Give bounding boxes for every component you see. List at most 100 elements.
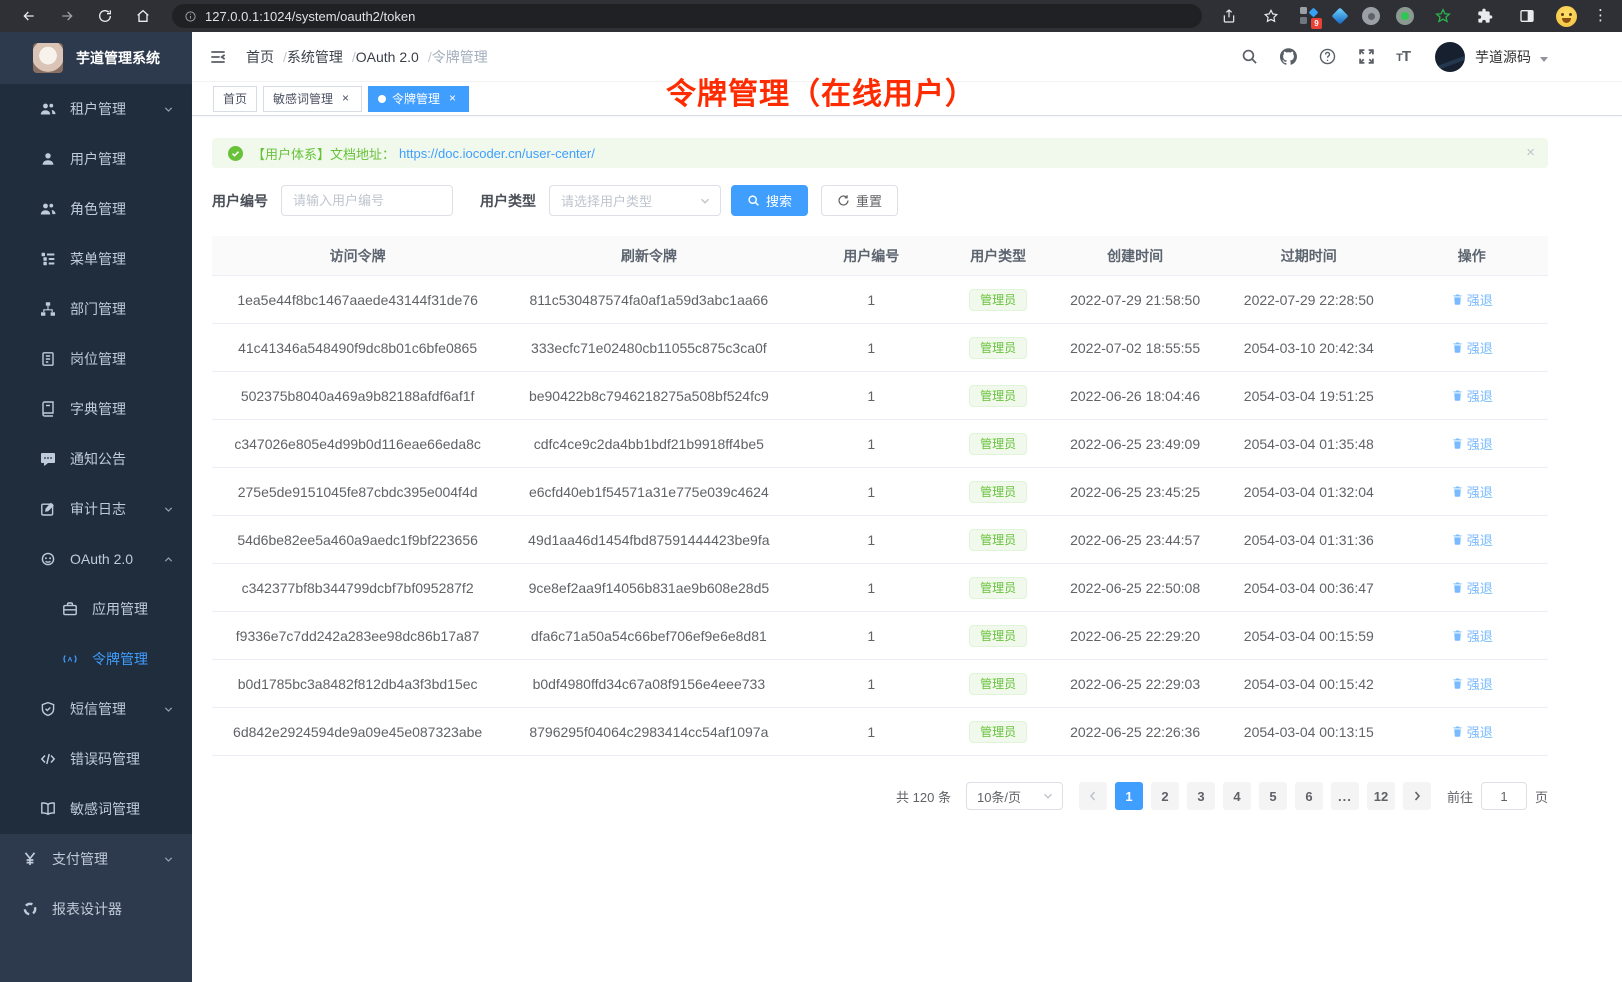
force-logout-button[interactable]: 强退 — [1451, 386, 1493, 405]
force-logout-button[interactable]: 强退 — [1451, 338, 1493, 357]
reset-button[interactable]: 重置 — [821, 185, 899, 216]
sidebar-item[interactable]: 角色管理 — [0, 184, 192, 234]
refresh-token-cell: 9ce8ef2aa9f14056b831ae9b608e28d5 — [528, 579, 770, 596]
close-alert-icon[interactable]: × — [1526, 144, 1535, 161]
sidebar-item[interactable]: 通知公告 — [0, 434, 192, 484]
caret-down-icon[interactable] — [1540, 57, 1548, 62]
app-logo[interactable]: 芋道管理系统 — [0, 32, 192, 84]
font-size-icon[interactable]: TT — [1396, 48, 1411, 65]
table-header-cell: 过期时间 — [1280, 247, 1337, 264]
gray-extension-icon[interactable] — [1362, 7, 1380, 25]
user-id-input[interactable] — [281, 185, 453, 216]
sidebar-item[interactable]: 审计日志 — [0, 484, 192, 534]
extensions-puzzle-icon[interactable] — [1472, 3, 1498, 29]
browser-menu-icon[interactable]: ⋮ — [1593, 7, 1608, 24]
sidebar-item[interactable]: 应用管理 — [0, 584, 192, 634]
next-page-button[interactable] — [1402, 782, 1431, 810]
chevron-down-icon — [163, 504, 174, 515]
share-icon[interactable] — [1216, 3, 1242, 29]
access-token-cell: b0d1785bc3a8482f812db4a3f3bd15ec — [237, 675, 478, 692]
sidebar-item[interactable]: A 令牌管理 — [0, 634, 192, 684]
view-tab[interactable]: 首页 — [213, 85, 258, 112]
close-tab-icon[interactable]: × — [449, 91, 457, 105]
help-icon[interactable] — [1318, 48, 1336, 66]
sidebar-item[interactable]: 字典管理 — [0, 384, 192, 434]
reload-icon[interactable] — [92, 3, 118, 29]
diamond-extension-icon[interactable] — [1331, 7, 1349, 25]
sidebar-item[interactable]: 岗位管理 — [0, 334, 192, 384]
sidebar-item[interactable]: 短信管理 — [0, 684, 192, 734]
back-icon[interactable] — [16, 3, 42, 29]
bookmark-star-icon[interactable] — [1258, 3, 1284, 29]
force-logout-button[interactable]: 强退 — [1451, 626, 1493, 645]
force-logout-button[interactable]: 强退 — [1451, 290, 1493, 309]
view-tab[interactable]: 令牌管理 × — [368, 85, 470, 112]
page-2-button[interactable]: 2 — [1150, 782, 1179, 810]
breadcrumb-item[interactable]: /系统管理 — [283, 48, 343, 65]
github-icon[interactable] — [1279, 48, 1297, 66]
page-6-button[interactable]: 6 — [1294, 782, 1323, 810]
user-type-select[interactable]: 请选择用户类型 — [549, 185, 721, 216]
page-3-button[interactable]: 3 — [1186, 782, 1215, 810]
goto-page-input[interactable] — [1480, 782, 1527, 810]
home-icon[interactable] — [130, 3, 156, 29]
sidebar-item[interactable]: 错误码管理 — [0, 734, 192, 784]
sidebar-item[interactable]: 报表设计器 — [0, 884, 192, 934]
sidebar-item[interactable]: 菜单管理 — [0, 234, 192, 284]
address-bar[interactable]: 127.0.0.1:1024/system/oauth2/token — [172, 4, 1202, 28]
user-type-tag: 管理员 — [969, 480, 1028, 503]
forward-icon[interactable] — [54, 3, 80, 29]
green-star-extension-icon[interactable] — [1430, 3, 1456, 29]
page-12-button[interactable]: 12 — [1366, 782, 1395, 810]
sidebar-item[interactable]: 租户管理 — [0, 84, 192, 134]
goto-suffix: 页 — [1534, 789, 1548, 805]
view-tab[interactable]: 敏感词管理 × — [263, 85, 363, 112]
breadcrumb-item[interactable]: 首页 — [246, 48, 274, 65]
breadcrumb-item[interactable]: /OAuth 2.0 — [351, 48, 419, 65]
user-icon — [40, 151, 56, 167]
user-id-cell: 1 — [867, 339, 876, 356]
sidebar-item[interactable]: 支付管理 — [0, 834, 192, 884]
page-size-select[interactable]: 10条/页 — [965, 782, 1063, 810]
sidebar-item[interactable]: 部门管理 — [0, 284, 192, 334]
search-icon[interactable] — [1240, 48, 1258, 66]
force-logout-button[interactable]: 强退 — [1451, 674, 1493, 693]
sidebar-item[interactable]: 用户管理 — [0, 134, 192, 184]
green-dot-extension-icon[interactable] — [1396, 7, 1414, 25]
profile-avatar-icon[interactable] — [1556, 5, 1577, 27]
user-avatar[interactable] — [1435, 41, 1465, 72]
info-icon[interactable] — [184, 10, 197, 23]
force-logout-button[interactable]: 强退 — [1451, 722, 1493, 741]
chevron-down-icon — [1042, 790, 1054, 802]
prev-page-button[interactable] — [1078, 782, 1107, 810]
force-logout-button[interactable]: 强退 — [1451, 578, 1493, 597]
user-name[interactable]: 芋道源码 — [1475, 48, 1531, 65]
page-1-button[interactable]: 1 — [1114, 782, 1143, 810]
fullscreen-icon[interactable] — [1357, 48, 1375, 66]
user-id-cell: 1 — [867, 291, 876, 308]
force-logout-button[interactable]: 强退 — [1451, 482, 1493, 501]
breadcrumb-item[interactable]: /令牌管理 — [427, 48, 488, 65]
sidebar-item[interactable]: OAuth 2.0 — [0, 534, 192, 584]
user-type-tag: 管理员 — [969, 720, 1028, 743]
expire-time-cell: 2054-03-04 00:15:42 — [1243, 675, 1374, 692]
force-logout-button[interactable]: 强退 — [1451, 530, 1493, 549]
page-4-button[interactable]: 4 — [1222, 782, 1251, 810]
extension-badge-icon[interactable]: 9 — [1300, 7, 1322, 29]
created-time-cell: 2022-06-25 23:49:09 — [1070, 435, 1201, 452]
sidebar-item[interactable]: 敏感词管理 — [0, 784, 192, 834]
close-tab-icon[interactable]: × — [342, 91, 350, 105]
search-button[interactable]: 搜索 — [731, 185, 809, 216]
collapse-menu-icon[interactable] — [208, 47, 228, 67]
expire-time-cell: 2054-03-04 00:15:59 — [1243, 627, 1374, 644]
page-5-button[interactable]: 5 — [1258, 782, 1287, 810]
actions-cell: 强退 — [1396, 386, 1548, 405]
expire-time-cell: 2054-03-04 01:32:04 — [1243, 483, 1374, 500]
more-pages-button[interactable]: ... — [1330, 782, 1359, 810]
sidebar-toggle-icon[interactable] — [1514, 3, 1540, 29]
force-logout-button[interactable]: 强退 — [1451, 434, 1493, 453]
dept-icon — [40, 301, 56, 317]
url-text[interactable]: 127.0.0.1:1024/system/oauth2/token — [205, 8, 416, 24]
doc-link[interactable]: https://doc.iocoder.cn/user-center/ — [399, 145, 595, 161]
